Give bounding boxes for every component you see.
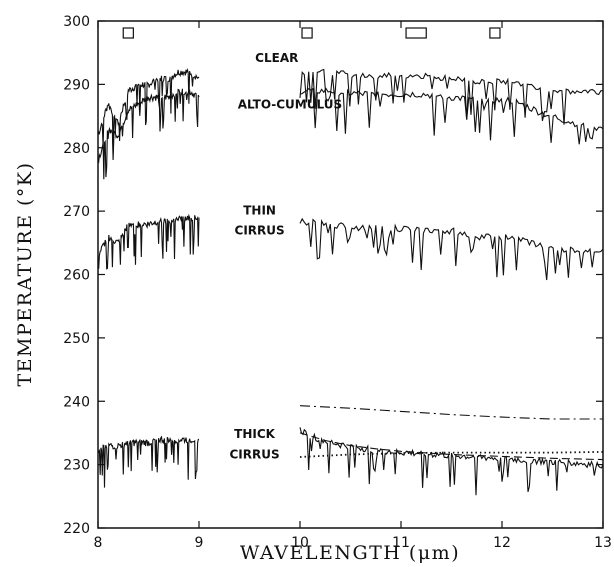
band-marker: [122, 27, 134, 39]
x-axis-ticks: 8 9 10 11 12 13: [94, 21, 612, 551]
series-line-dashdot-model: [299, 405, 603, 420]
annotation-label: ALTO-CUMULUS: [238, 97, 342, 111]
annotation-label: THIN: [243, 203, 276, 217]
series-line-thin-cirrus: [97, 213, 200, 270]
annotation-label: CIRRUS: [229, 447, 279, 461]
x-tick-label: 11: [392, 535, 410, 551]
series-line-thick-cirrus: [299, 427, 604, 496]
y-tick-label: 250: [63, 331, 90, 347]
y-tick-label: 240: [63, 394, 90, 410]
series-line-alto-cumulus: [299, 87, 604, 145]
series-line-alto-cumulus: [97, 88, 200, 180]
series-line-clear: [299, 68, 604, 125]
y-axis-title: TEMPERATURE (°K): [14, 161, 36, 386]
band-marker: [489, 27, 501, 39]
band-marker: [301, 27, 313, 39]
y-tick-label: 280: [63, 141, 90, 157]
y-tick-label: 300: [63, 14, 90, 30]
series-line-dashed-model: [299, 432, 604, 461]
series-line-clear: [97, 67, 200, 154]
y-tick-label: 220: [63, 521, 90, 537]
x-tick-label: 10: [291, 535, 309, 551]
y-tick-label: 230: [63, 458, 90, 474]
annotations-layer: CLEAR ALTO-CUMULUS THIN CIRRUS THICK CIRRUS: [229, 51, 342, 461]
x-tick-label: 8: [94, 535, 103, 551]
x-tick-label: 9: [195, 535, 204, 551]
x-tick-label: 13: [594, 535, 612, 551]
series-line-thick-cirrus: [97, 435, 200, 488]
x-axis-title: WAVELENGTH (μm): [240, 542, 460, 564]
y-tick-label: 290: [63, 77, 90, 93]
x-tick-label: 12: [493, 535, 511, 551]
annotation-label: THICK: [234, 427, 276, 441]
series-line-dotted-model: [299, 451, 604, 458]
series-layer: [97, 67, 604, 496]
y-tick-label: 270: [63, 204, 90, 220]
annotation-label: CIRRUS: [235, 224, 285, 238]
band-markers: [122, 27, 501, 39]
annotation-label: CLEAR: [255, 51, 298, 65]
band-marker: [405, 27, 427, 39]
series-line-thin-cirrus: [299, 217, 604, 281]
y-tick-label: 260: [63, 268, 90, 284]
y-axis-ticks: 220 230 240 250 260 270 280 290 300: [63, 14, 603, 537]
